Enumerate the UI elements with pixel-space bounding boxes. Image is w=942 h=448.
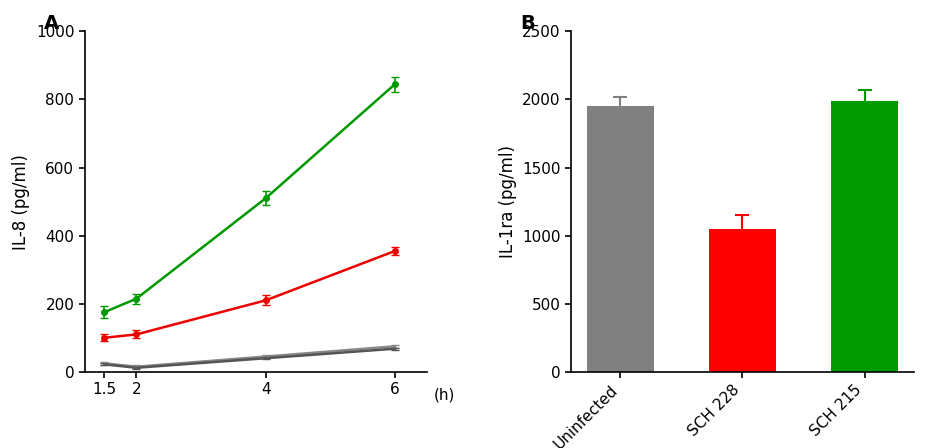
Y-axis label: IL-1ra (pg/ml): IL-1ra (pg/ml) [498, 145, 517, 258]
Text: B: B [520, 14, 534, 33]
Bar [831, 101, 898, 372]
Bar [587, 106, 654, 372]
Bar [709, 229, 776, 372]
Y-axis label: IL-8 (pg/ml): IL-8 (pg/ml) [12, 154, 30, 250]
Text: (h): (h) [433, 388, 455, 402]
Text: A: A [43, 14, 58, 33]
